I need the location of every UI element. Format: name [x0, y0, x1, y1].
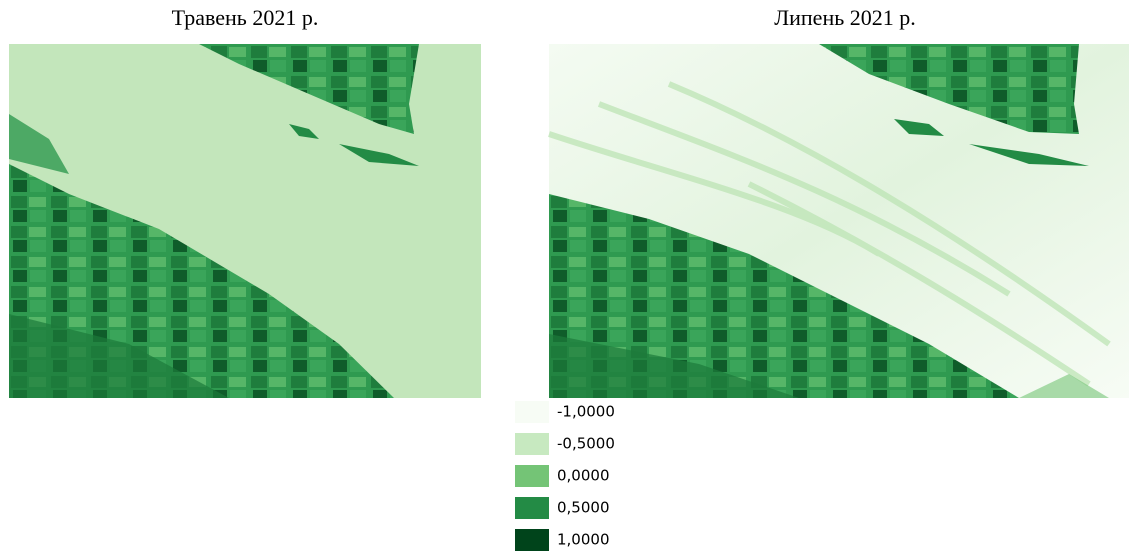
- legend-swatch: [515, 433, 549, 455]
- legend: -1,0000 -0,5000 0,0000 0,5000 1,0000: [515, 401, 615, 551]
- legend-label: -1,0000: [557, 403, 615, 421]
- legend-label: -0,5000: [557, 435, 615, 453]
- figure: Травень 2021 р. Липень 2021 р. -1,0000 -0…: [0, 0, 1138, 553]
- map-may: [9, 44, 481, 398]
- legend-swatch: [515, 401, 549, 423]
- panel-title: Липень 2021 р.: [774, 5, 916, 30]
- legend-swatch: [515, 465, 549, 487]
- legend-swatch: [515, 529, 549, 551]
- panel-title: Травень 2021 р.: [172, 5, 319, 30]
- map-july: [549, 44, 1129, 398]
- legend-label: 1,0000: [557, 531, 610, 549]
- legend-label: 0,0000: [557, 467, 610, 485]
- legend-swatch: [515, 497, 549, 519]
- legend-label: 0,5000: [557, 499, 610, 517]
